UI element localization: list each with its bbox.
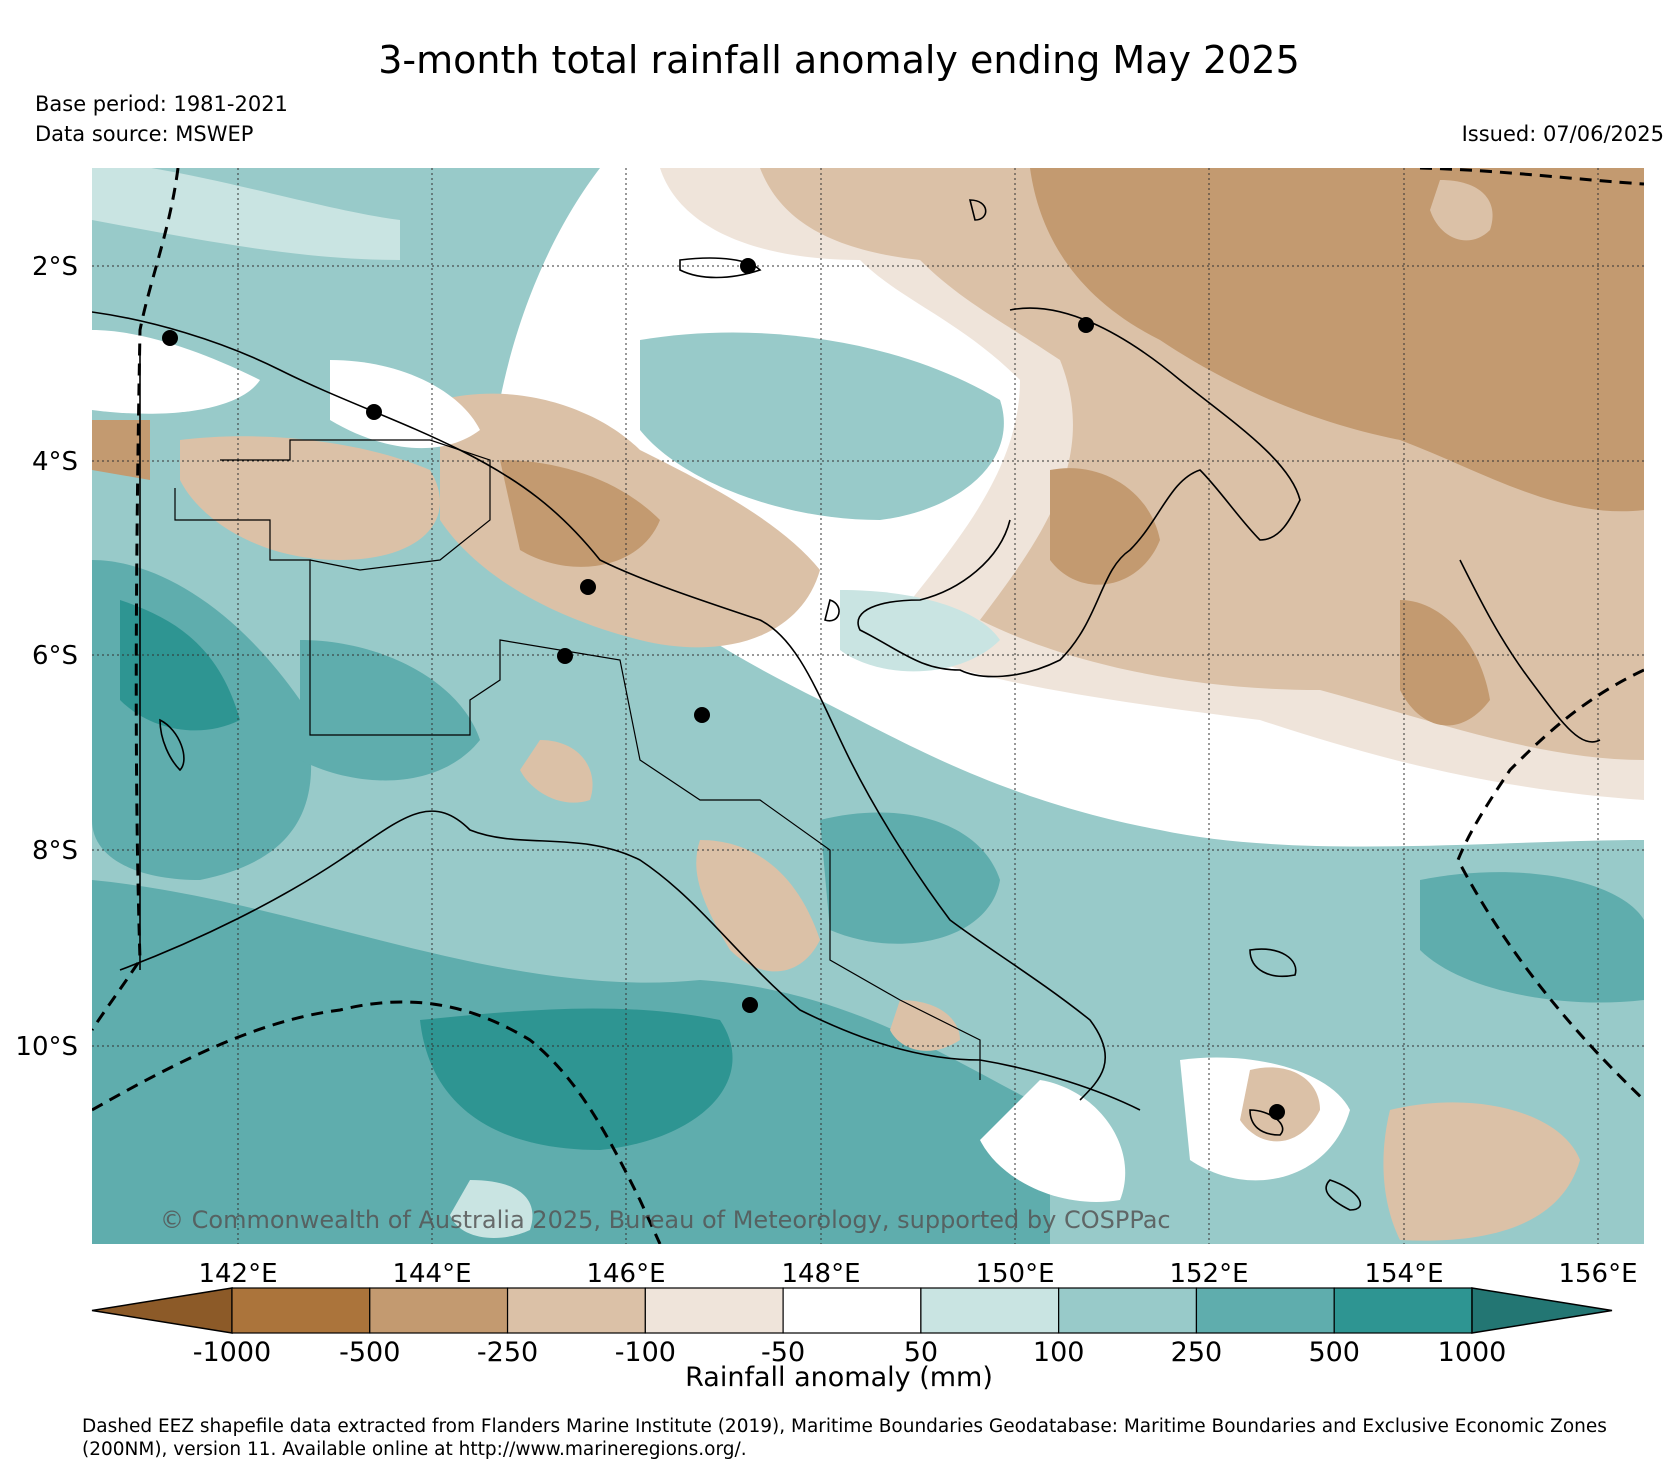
- issued-date-label: Issued: 07/06/2025: [1461, 122, 1664, 146]
- colorbar-bin: [1058, 1287, 1198, 1334]
- colorbar-tick-label: -250: [477, 1337, 538, 1368]
- base-period-label: Base period: 1981-2021: [35, 92, 288, 116]
- data-source-label: Data source: MSWEP: [35, 122, 254, 146]
- colorbar-tick-label: 1000: [1438, 1337, 1507, 1368]
- colorbar-bin: [1195, 1287, 1335, 1334]
- colorbar-extension-high: [1471, 1287, 1613, 1334]
- coastlines: [92, 199, 1601, 1211]
- lon-label: 148°E: [781, 1259, 860, 1289]
- colorbar-tick-label: -1000: [193, 1337, 271, 1368]
- lat-label: 2°S: [32, 252, 78, 282]
- longitude-labels: 142°E 144°E 146°E 148°E 150°E 152°E 154°…: [198, 1259, 1637, 1289]
- colorbar-tick-label: -500: [339, 1337, 400, 1368]
- colorbar-bin: [1333, 1287, 1473, 1334]
- anomaly-field: [92, 168, 1644, 1244]
- lat-label: 4°S: [32, 447, 78, 477]
- colorbar-tick-label: -100: [615, 1337, 676, 1368]
- lat-label: 10°S: [15, 1032, 78, 1062]
- colorbar-bin: [231, 1287, 371, 1334]
- colorbar-tick-label: 250: [1171, 1337, 1223, 1368]
- colorbar-bin: [506, 1287, 646, 1334]
- latitude-labels: 2°S 4°S 6°S 8°S 10°S: [15, 252, 78, 1062]
- map-title: 3-month total rainfall anomaly ending Ma…: [378, 38, 1300, 82]
- colorbar-tick-label: 100: [1033, 1337, 1085, 1368]
- eez-boundaries: [92, 168, 1644, 1244]
- colorbar: -1000 -500 -250 -100 -50 50 100 250 500 1000: [91, 1287, 1613, 1368]
- station-markers: [162, 258, 1285, 1120]
- lon-label: 146°E: [586, 1259, 665, 1289]
- lon-label: 154°E: [1364, 1259, 1443, 1289]
- graticule: [92, 168, 1644, 1244]
- lon-label: 156°E: [1558, 1259, 1637, 1289]
- copyright-text: © Commonwealth of Australia 2025, Bureau…: [160, 1206, 1171, 1234]
- colorbar-bin: [369, 1287, 509, 1334]
- colorbar-bin: [782, 1287, 922, 1334]
- colorbar-title: Rainfall anomaly (mm): [685, 1362, 993, 1393]
- country-borders: [174, 439, 981, 1080]
- colorbar-bin: [920, 1287, 1060, 1334]
- lon-label: 144°E: [392, 1259, 471, 1289]
- colorbar-bin: [644, 1287, 784, 1334]
- lon-label: 152°E: [1169, 1259, 1248, 1289]
- lon-label: 150°E: [975, 1259, 1054, 1289]
- colorbar-tick-label: 500: [1308, 1337, 1360, 1368]
- lon-label: 142°E: [198, 1259, 277, 1289]
- lat-label: 8°S: [32, 836, 78, 866]
- colorbar-tick-label: -50: [761, 1337, 805, 1368]
- colorbar-tick-label: 50: [904, 1337, 938, 1368]
- colorbar-extension-low: [91, 1287, 233, 1334]
- lat-label: 6°S: [32, 641, 78, 671]
- footer-note: Dashed EEZ shapefile data extracted from…: [82, 1416, 1607, 1460]
